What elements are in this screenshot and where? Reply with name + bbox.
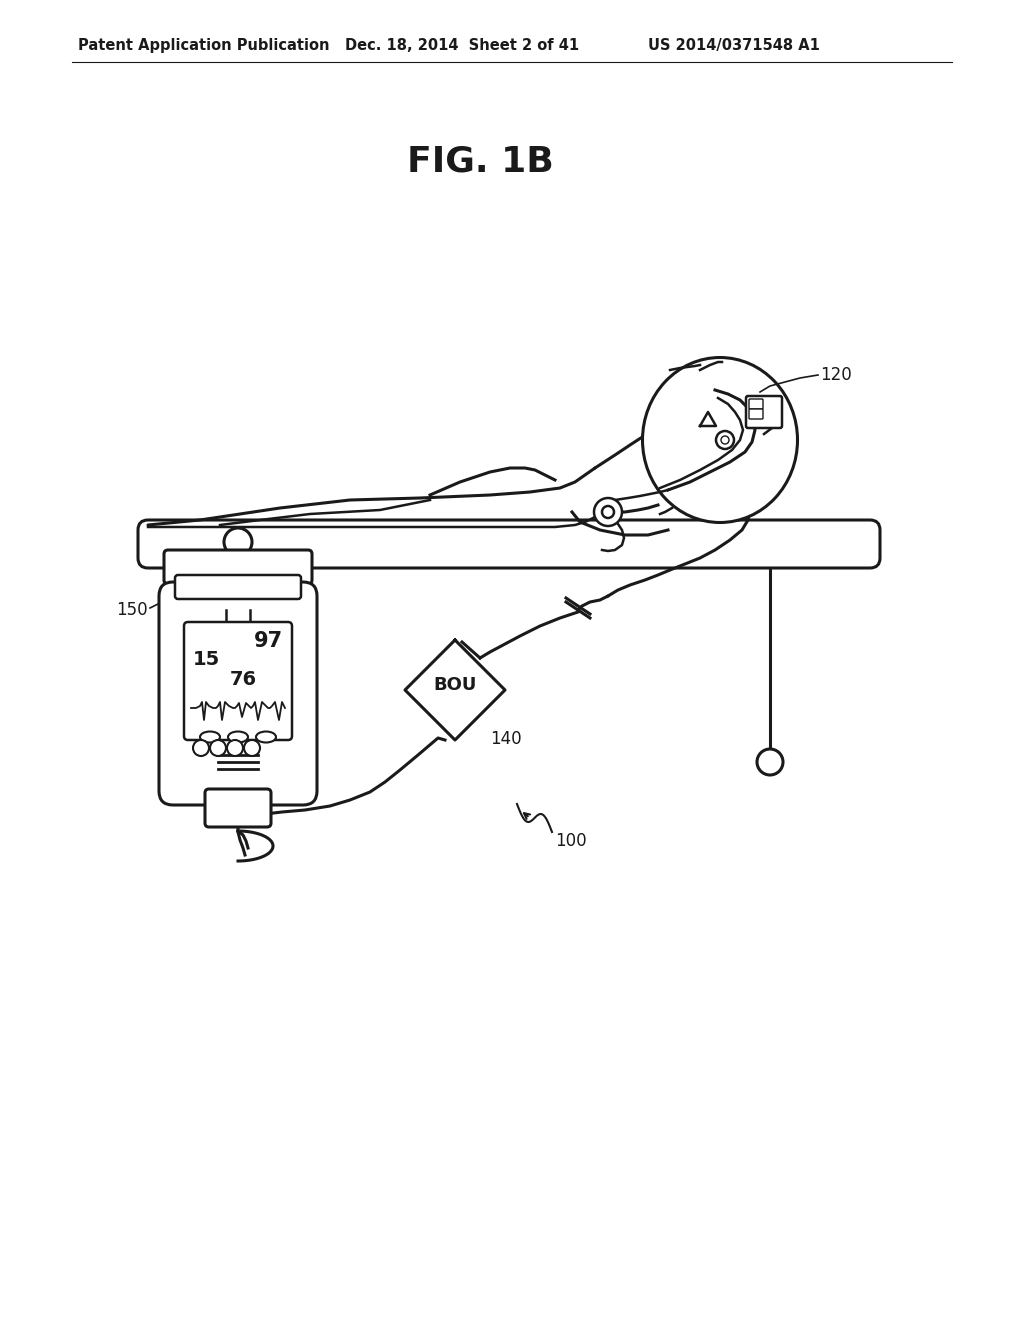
Text: 150: 150 bbox=[117, 601, 148, 619]
Text: Dec. 18, 2014  Sheet 2 of 41: Dec. 18, 2014 Sheet 2 of 41 bbox=[345, 38, 580, 53]
Polygon shape bbox=[226, 610, 250, 622]
Text: 100: 100 bbox=[555, 832, 587, 850]
Text: FIG. 1B: FIG. 1B bbox=[407, 145, 553, 180]
Circle shape bbox=[227, 741, 243, 756]
FancyBboxPatch shape bbox=[164, 550, 312, 583]
Circle shape bbox=[210, 741, 226, 756]
Ellipse shape bbox=[228, 731, 248, 742]
FancyBboxPatch shape bbox=[749, 409, 763, 418]
FancyBboxPatch shape bbox=[175, 576, 301, 599]
Text: 140: 140 bbox=[490, 730, 521, 748]
Circle shape bbox=[193, 741, 209, 756]
Text: 15: 15 bbox=[193, 649, 220, 669]
Ellipse shape bbox=[256, 731, 276, 742]
Circle shape bbox=[244, 741, 260, 756]
Circle shape bbox=[594, 498, 622, 525]
Circle shape bbox=[757, 748, 783, 775]
Text: 120: 120 bbox=[820, 366, 852, 384]
FancyBboxPatch shape bbox=[205, 789, 271, 828]
FancyBboxPatch shape bbox=[749, 399, 763, 409]
FancyBboxPatch shape bbox=[184, 622, 292, 741]
Circle shape bbox=[224, 528, 252, 556]
Ellipse shape bbox=[200, 731, 220, 742]
Polygon shape bbox=[406, 640, 505, 741]
Circle shape bbox=[721, 436, 729, 444]
Text: Patent Application Publication: Patent Application Publication bbox=[78, 38, 330, 53]
Text: 97: 97 bbox=[254, 631, 283, 651]
FancyBboxPatch shape bbox=[138, 520, 880, 568]
Circle shape bbox=[602, 506, 614, 517]
Text: 76: 76 bbox=[229, 671, 257, 689]
Circle shape bbox=[716, 432, 734, 449]
Ellipse shape bbox=[642, 358, 798, 523]
Text: BOU: BOU bbox=[433, 676, 477, 694]
FancyBboxPatch shape bbox=[159, 582, 317, 805]
FancyBboxPatch shape bbox=[746, 396, 782, 428]
Text: US 2014/0371548 A1: US 2014/0371548 A1 bbox=[648, 38, 820, 53]
